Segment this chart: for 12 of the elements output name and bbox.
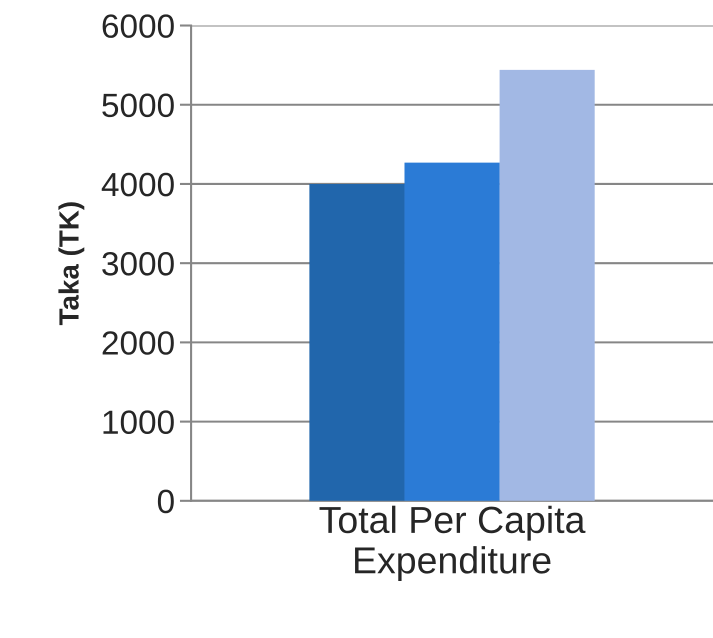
x-tick-label: Total Per Capita Expenditure [320,506,586,582]
y-tick-label: 4000 [102,172,174,196]
y-tick-label: 5000 [102,94,174,118]
bar [500,70,595,501]
y-tick-label: 1000 [104,410,174,434]
y-axis-title: Taka (TK) [58,202,84,326]
y-tick-label: 0 [158,490,174,514]
y-tick-label: 2000 [102,331,174,355]
y-tick-label: 6000 [102,14,174,38]
y-tick-label: 3000 [102,252,174,276]
bar [309,184,404,501]
bar [404,162,500,501]
